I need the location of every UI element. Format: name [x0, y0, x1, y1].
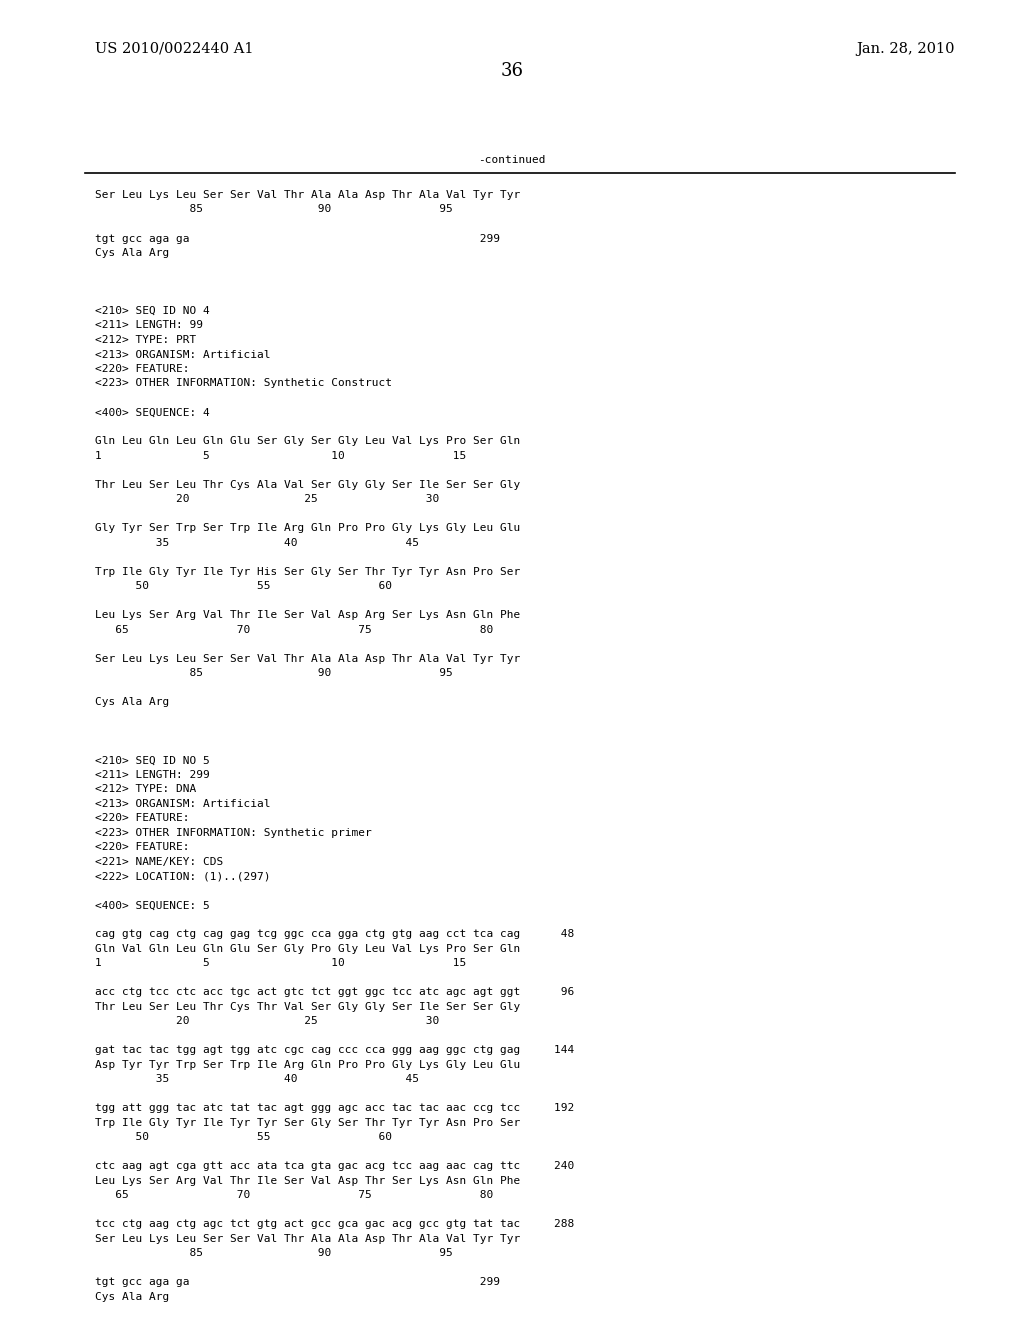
Text: Leu Lys Ser Arg Val Thr Ile Ser Val Asp Thr Ser Lys Asn Gln Phe: Leu Lys Ser Arg Val Thr Ile Ser Val Asp … — [95, 1176, 520, 1185]
Text: 1               5                  10                15: 1 5 10 15 — [95, 451, 466, 461]
Text: Gln Leu Gln Leu Gln Glu Ser Gly Ser Gly Leu Val Lys Pro Ser Gln: Gln Leu Gln Leu Gln Glu Ser Gly Ser Gly … — [95, 437, 520, 446]
Text: cag gtg cag ctg cag gag tcg ggc cca gga ctg gtg aag cct tca cag      48: cag gtg cag ctg cag gag tcg ggc cca gga … — [95, 929, 574, 940]
Text: 20                 25                30: 20 25 30 — [95, 1016, 439, 1027]
Text: Ser Leu Lys Leu Ser Ser Val Thr Ala Ala Asp Thr Ala Val Tyr Tyr: Ser Leu Lys Leu Ser Ser Val Thr Ala Ala … — [95, 653, 520, 664]
Text: <213> ORGANISM: Artificial: <213> ORGANISM: Artificial — [95, 350, 270, 359]
Text: <400> SEQUENCE: 4: <400> SEQUENCE: 4 — [95, 408, 210, 417]
Text: Cys Ala Arg: Cys Ala Arg — [95, 697, 169, 708]
Text: Ser Leu Lys Leu Ser Ser Val Thr Ala Ala Asp Thr Ala Val Tyr Tyr: Ser Leu Lys Leu Ser Ser Val Thr Ala Ala … — [95, 1234, 520, 1243]
Text: 20                 25                30: 20 25 30 — [95, 495, 439, 504]
Text: US 2010/0022440 A1: US 2010/0022440 A1 — [95, 42, 254, 55]
Text: Cys Ala Arg: Cys Ala Arg — [95, 1292, 169, 1302]
Text: Trp Ile Gly Tyr Ile Tyr His Ser Gly Ser Thr Tyr Tyr Asn Pro Ser: Trp Ile Gly Tyr Ile Tyr His Ser Gly Ser … — [95, 568, 520, 577]
Text: 50                55                60: 50 55 60 — [95, 1133, 392, 1143]
Text: tcc ctg aag ctg agc tct gtg act gcc gca gac acg gcc gtg tat tac     288: tcc ctg aag ctg agc tct gtg act gcc gca … — [95, 1220, 574, 1229]
Text: <212> TYPE: DNA: <212> TYPE: DNA — [95, 784, 197, 795]
Text: -continued: -continued — [478, 154, 546, 165]
Text: 35                 40                45: 35 40 45 — [95, 1074, 419, 1085]
Text: <211> LENGTH: 99: <211> LENGTH: 99 — [95, 321, 203, 330]
Text: tgg att ggg tac atc tat tac agt ggg agc acc tac tac aac ccg tcc     192: tgg att ggg tac atc tat tac agt ggg agc … — [95, 1104, 574, 1114]
Text: Ser Leu Lys Leu Ser Ser Val Thr Ala Ala Asp Thr Ala Val Tyr Tyr: Ser Leu Lys Leu Ser Ser Val Thr Ala Ala … — [95, 190, 520, 201]
Text: <220> FEATURE:: <220> FEATURE: — [95, 364, 189, 374]
Text: <222> LOCATION: (1)..(297): <222> LOCATION: (1)..(297) — [95, 871, 270, 882]
Text: <211> LENGTH: 299: <211> LENGTH: 299 — [95, 770, 210, 780]
Text: <223> OTHER INFORMATION: Synthetic primer: <223> OTHER INFORMATION: Synthetic prime… — [95, 828, 372, 838]
Text: gat tac tac tgg agt tgg atc cgc cag ccc cca ggg aag ggc ctg gag     144: gat tac tac tgg agt tgg atc cgc cag ccc … — [95, 1045, 574, 1056]
Text: <220> FEATURE:: <220> FEATURE: — [95, 842, 189, 853]
Text: tgt gcc aga ga                                           299: tgt gcc aga ga 299 — [95, 234, 500, 243]
Text: ctc aag agt cga gtt acc ata tca gta gac acg tcc aag aac cag ttc     240: ctc aag agt cga gtt acc ata tca gta gac … — [95, 1162, 574, 1171]
Text: <210> SEQ ID NO 4: <210> SEQ ID NO 4 — [95, 306, 210, 315]
Text: <400> SEQUENCE: 5: <400> SEQUENCE: 5 — [95, 900, 210, 911]
Text: Thr Leu Ser Leu Thr Cys Thr Val Ser Gly Gly Ser Ile Ser Ser Gly: Thr Leu Ser Leu Thr Cys Thr Val Ser Gly … — [95, 1002, 520, 1012]
Text: Gln Val Gln Leu Gln Glu Ser Gly Pro Gly Leu Val Lys Pro Ser Gln: Gln Val Gln Leu Gln Glu Ser Gly Pro Gly … — [95, 944, 520, 954]
Text: <213> ORGANISM: Artificial: <213> ORGANISM: Artificial — [95, 799, 270, 809]
Text: 50                55                60: 50 55 60 — [95, 582, 392, 591]
Text: <220> FEATURE:: <220> FEATURE: — [95, 813, 189, 824]
Text: Cys Ala Arg: Cys Ala Arg — [95, 248, 169, 257]
Text: 65                70                75                80: 65 70 75 80 — [95, 624, 494, 635]
Text: 85                 90                95: 85 90 95 — [95, 1249, 453, 1258]
Text: Leu Lys Ser Arg Val Thr Ile Ser Val Asp Arg Ser Lys Asn Gln Phe: Leu Lys Ser Arg Val Thr Ile Ser Val Asp … — [95, 610, 520, 620]
Text: 85                 90                95: 85 90 95 — [95, 205, 453, 214]
Text: <210> SEQ ID NO 5: <210> SEQ ID NO 5 — [95, 755, 210, 766]
Text: Jan. 28, 2010: Jan. 28, 2010 — [856, 42, 955, 55]
Text: <223> OTHER INFORMATION: Synthetic Construct: <223> OTHER INFORMATION: Synthetic Const… — [95, 379, 392, 388]
Text: 85                 90                95: 85 90 95 — [95, 668, 453, 678]
Text: <212> TYPE: PRT: <212> TYPE: PRT — [95, 335, 197, 345]
Text: 65                70                75                80: 65 70 75 80 — [95, 1191, 494, 1200]
Text: 36: 36 — [501, 62, 523, 81]
Text: <221> NAME/KEY: CDS: <221> NAME/KEY: CDS — [95, 857, 223, 867]
Text: acc ctg tcc ctc acc tgc act gtc tct ggt ggc tcc atc agc agt ggt      96: acc ctg tcc ctc acc tgc act gtc tct ggt … — [95, 987, 574, 998]
Text: Gly Tyr Ser Trp Ser Trp Ile Arg Gln Pro Pro Gly Lys Gly Leu Glu: Gly Tyr Ser Trp Ser Trp Ile Arg Gln Pro … — [95, 524, 520, 533]
Text: Trp Ile Gly Tyr Ile Tyr Tyr Ser Gly Ser Thr Tyr Tyr Asn Pro Ser: Trp Ile Gly Tyr Ile Tyr Tyr Ser Gly Ser … — [95, 1118, 520, 1129]
Text: 35                 40                45: 35 40 45 — [95, 539, 419, 548]
Text: Asp Tyr Tyr Trp Ser Trp Ile Arg Gln Pro Pro Gly Lys Gly Leu Glu: Asp Tyr Tyr Trp Ser Trp Ile Arg Gln Pro … — [95, 1060, 520, 1071]
Text: tgt gcc aga ga                                           299: tgt gcc aga ga 299 — [95, 1278, 500, 1287]
Text: 1               5                  10                15: 1 5 10 15 — [95, 958, 466, 969]
Text: Thr Leu Ser Leu Thr Cys Ala Val Ser Gly Gly Ser Ile Ser Ser Gly: Thr Leu Ser Leu Thr Cys Ala Val Ser Gly … — [95, 480, 520, 490]
